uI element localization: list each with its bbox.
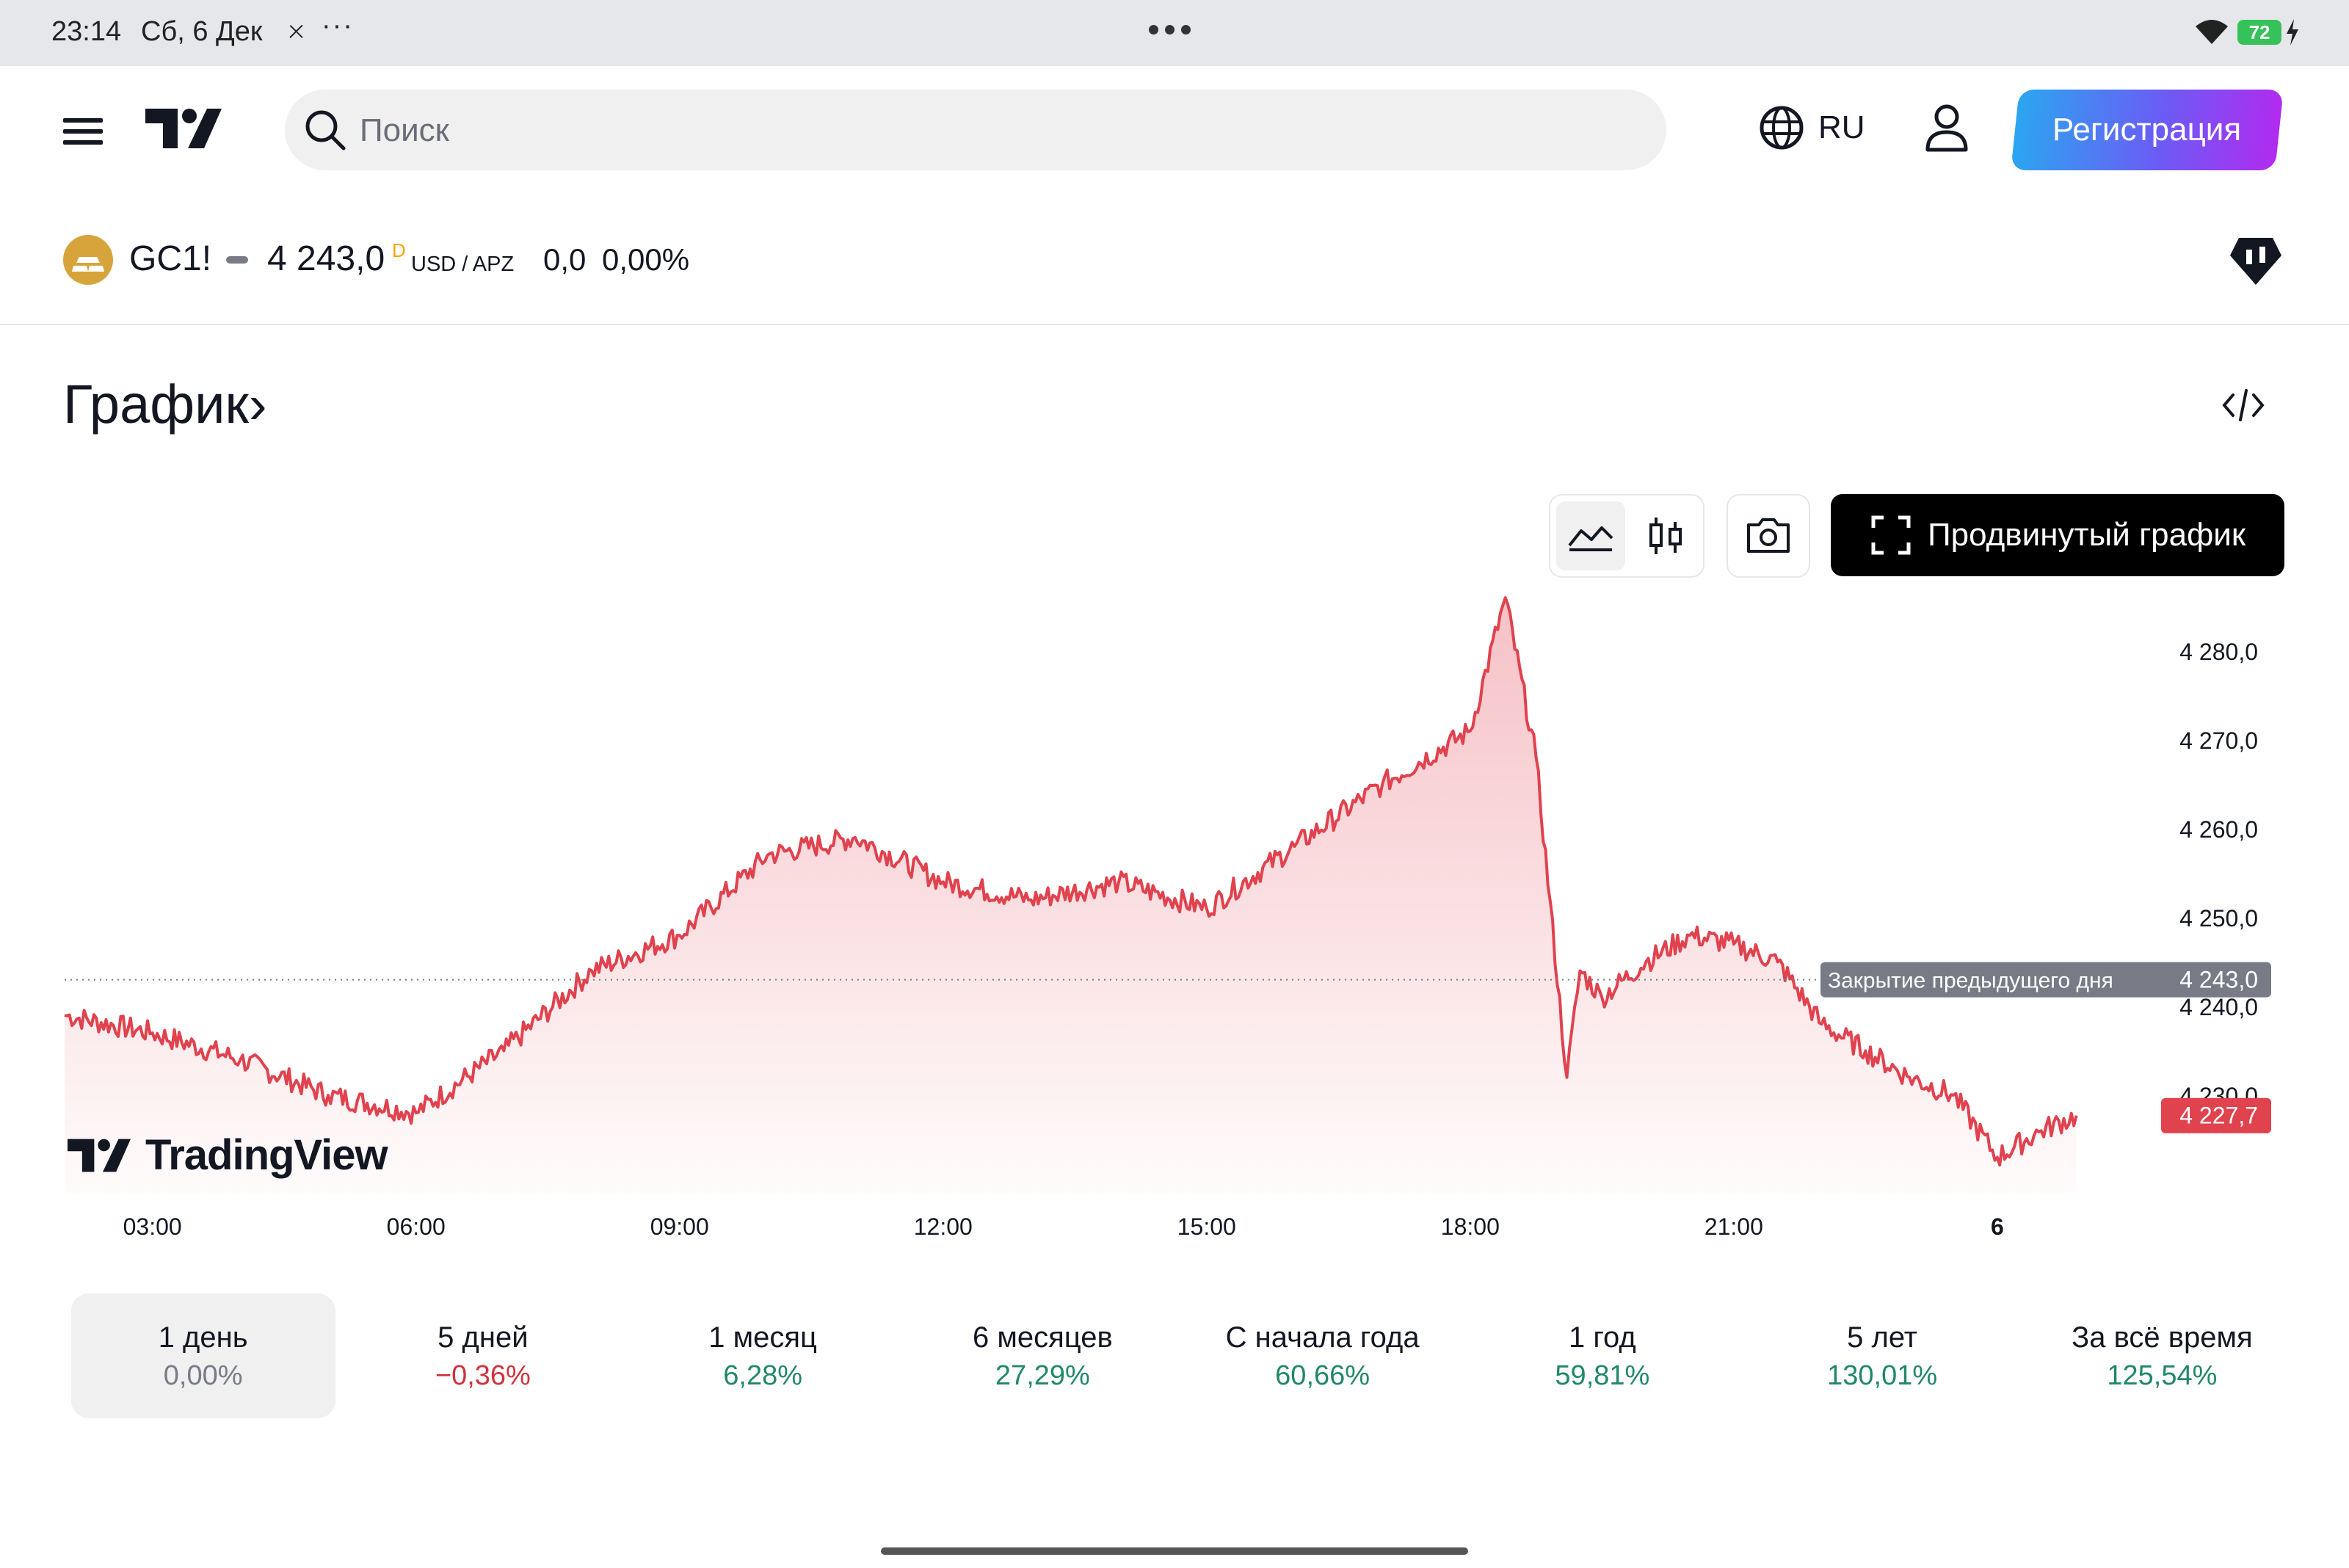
previous-close-label-bg xyxy=(1820,962,2271,998)
price-area-fill xyxy=(65,598,2077,1193)
period-change: 27,29% xyxy=(995,1360,1090,1391)
last-price-label: 4 227,7 xyxy=(2179,1103,2258,1129)
x-tick-label: 03:00 xyxy=(123,1213,182,1240)
period-label: 1 день xyxy=(158,1321,248,1354)
search-icon xyxy=(305,110,346,150)
symbol-change: 0,0 xyxy=(543,242,587,277)
period-label: 5 лет xyxy=(1847,1321,1918,1354)
x-tick-label: 18:00 xyxy=(1441,1213,1500,1240)
x-tick-label: 06:00 xyxy=(387,1213,446,1240)
previous-close-value: 4 243,0 xyxy=(2179,967,2258,993)
x-tick-label: 15:00 xyxy=(1177,1213,1236,1240)
battery-icon: 72 xyxy=(2237,20,2281,45)
period-change: 59,81% xyxy=(1555,1360,1650,1391)
x-tick-label: 09:00 xyxy=(650,1213,709,1240)
price-chart[interactable]: 4 280,04 270,04 260,04 250,04 240,04 230… xyxy=(0,580,2349,1255)
market-status-indicator xyxy=(226,256,248,264)
status-date: Сб, 6 Дек xyxy=(141,16,263,47)
period-button[interactable]: 5 лет 130,01% xyxy=(1750,1293,2014,1418)
more-notifications-icon: ··· xyxy=(322,10,354,41)
period-label: 6 месяцев xyxy=(973,1321,1113,1354)
period-change: 6,28% xyxy=(723,1360,802,1391)
wifi-icon xyxy=(2196,20,2228,44)
advanced-chart-button[interactable]: Продвинутый график xyxy=(1831,494,2284,576)
period-selector: 1 день 0,00% 5 дней −0,36% 1 месяц 6,28% 6 мес… xyxy=(63,1293,2302,1418)
tradingview-watermark-logo xyxy=(68,1139,131,1172)
period-button[interactable]: С начала года 60,66% xyxy=(1191,1293,1455,1418)
multitask-dots-icon[interactable] xyxy=(1149,25,1197,38)
last-price-label-bg xyxy=(2161,1097,2271,1133)
period-button[interactable]: 1 месяц 6,28% xyxy=(631,1293,895,1418)
period-change: 60,66% xyxy=(1275,1360,1370,1391)
register-button[interactable]: Регистрация xyxy=(2011,90,2284,170)
symbol-ticker[interactable]: GC1! xyxy=(129,239,212,278)
previous-close-label: Закрытие предыдущего дня xyxy=(1828,969,2113,993)
gold-symbol-logo xyxy=(63,235,113,285)
period-label: 1 месяц xyxy=(708,1321,817,1354)
chart-type-toggle xyxy=(1549,494,1704,578)
menu-icon[interactable] xyxy=(63,118,103,145)
period-button[interactable]: За всё время 125,54% xyxy=(2030,1293,2294,1418)
candles-chart-button[interactable] xyxy=(1631,501,1700,570)
period-change: 125,54% xyxy=(2107,1360,2218,1391)
camera-icon xyxy=(1747,518,1790,553)
tradingview-watermark: TradingView xyxy=(68,1130,388,1180)
symbol-currency: USD / APZ xyxy=(411,253,515,276)
globe-icon xyxy=(1760,106,1804,150)
fullscreen-icon xyxy=(1871,515,1911,555)
x-tick-label: 21:00 xyxy=(1704,1213,1763,1240)
y-tick-label: 4 280,0 xyxy=(2179,639,2258,665)
period-label: За всё время xyxy=(2072,1321,2253,1354)
chart-section-title[interactable]: График› xyxy=(63,374,267,435)
x-tick-label: 12:00 xyxy=(914,1213,973,1240)
snapshot-button[interactable] xyxy=(1727,494,1810,578)
y-tick-label: 4 250,0 xyxy=(2179,905,2258,932)
period-button[interactable]: 6 месяцев 27,29% xyxy=(910,1293,1174,1418)
period-label: 1 год xyxy=(1568,1321,1636,1354)
search-input[interactable] xyxy=(358,90,1609,172)
period-button[interactable]: 5 дней −0,36% xyxy=(351,1293,615,1418)
embed-code-icon[interactable] xyxy=(2221,385,2265,426)
x-tick-label: 6 xyxy=(1991,1213,2004,1240)
gold-bars-icon xyxy=(72,257,104,272)
y-tick-label: 4 240,0 xyxy=(2179,994,2258,1020)
period-button[interactable]: 1 год 59,81% xyxy=(1470,1293,1735,1418)
period-label: 5 дней xyxy=(438,1321,529,1354)
period-label: С начала года xyxy=(1225,1321,1420,1354)
period-change: 0,00% xyxy=(163,1360,243,1391)
period-change: −0,36% xyxy=(435,1360,531,1391)
divider xyxy=(0,324,2349,325)
odnoklassniki-icon: 🞩 xyxy=(288,16,305,46)
tradingview-logo[interactable] xyxy=(145,109,222,148)
candles-icon xyxy=(1649,518,1682,554)
period-change: 130,01% xyxy=(1827,1360,1938,1391)
search-bar[interactable] xyxy=(285,90,1666,172)
user-icon[interactable] xyxy=(1923,103,1970,154)
charging-icon xyxy=(2287,19,2298,46)
symbol-change-percent: 0,00% xyxy=(602,242,690,277)
status-time: 23:14 xyxy=(51,16,122,47)
symbol-price: 4 243,0 xyxy=(267,239,385,278)
register-label: Регистрация xyxy=(2052,112,2242,148)
premium-badge-icon[interactable] xyxy=(2229,233,2283,286)
area-chart-button[interactable] xyxy=(1556,501,1625,570)
language-label: RU xyxy=(1818,109,1865,145)
price-line[interactable] xyxy=(64,596,2078,1167)
period-button[interactable]: 1 день 0,00% xyxy=(70,1293,335,1418)
area-chart-icon xyxy=(1568,526,1613,551)
language-selector[interactable]: RU xyxy=(1758,104,1865,151)
advanced-chart-label: Продвинутый график xyxy=(1928,517,2246,553)
status-bar: 23:14 Сб, 6 Дек 🞩 ··· 72 xyxy=(0,0,2349,66)
tradingview-watermark-text: TradingView xyxy=(145,1131,388,1179)
home-indicator[interactable] xyxy=(881,1547,1468,1555)
delayed-data-flag[interactable]: D xyxy=(392,239,406,261)
y-tick-label: 4 270,0 xyxy=(2179,727,2258,754)
y-tick-label: 4 260,0 xyxy=(2179,816,2258,843)
